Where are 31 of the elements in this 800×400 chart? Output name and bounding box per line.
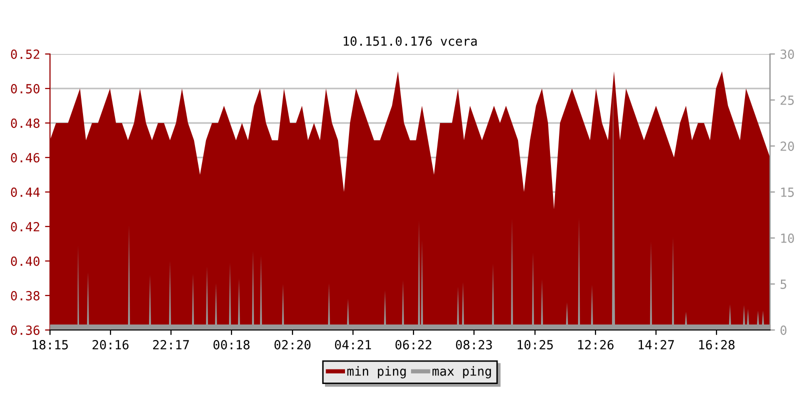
x-tick-label: 06:22 — [396, 340, 432, 350]
x-tick-label: 02:20 — [274, 340, 311, 350]
x-tick-label: 12:26 — [578, 340, 614, 350]
y-tick-label: 0.42 — [10, 222, 40, 232]
y2-tick-label: 5 — [780, 280, 786, 289]
y2-tick-label: 25 — [780, 96, 794, 105]
y2-tick-label: 20 — [780, 142, 794, 151]
x-tick-label: 10:25 — [518, 340, 553, 350]
x-tick-label: 00:18 — [214, 340, 250, 350]
x-tick-label: 22:17 — [153, 340, 189, 350]
legend-label: max ping — [432, 366, 491, 378]
y-tick-label: 0.48 — [10, 118, 40, 128]
y-tick-label: 0.36 — [10, 326, 40, 335]
y-tick-label: 0.46 — [10, 153, 40, 162]
y-tick-label: 0.40 — [10, 256, 40, 266]
chart-title: 10.151.0.176 vcera — [344, 36, 477, 46]
x-tick-label: 08:23 — [456, 340, 492, 350]
x-tick-label: 20:16 — [92, 340, 129, 350]
x-tick-label: 14:27 — [638, 340, 674, 350]
y2-tick-label: 15 — [781, 188, 794, 197]
y2-tick-label: 30 — [780, 50, 794, 59]
x-tick-label: 18:15 — [32, 340, 68, 350]
y-tick-label: 0.52 — [10, 50, 40, 59]
y-tick-label: 0.50 — [10, 84, 40, 94]
legend-label: min ping — [347, 366, 406, 378]
y-tick-label: 0.38 — [10, 291, 40, 300]
y-tick-label: 0.44 — [10, 188, 40, 197]
x-tick-label: 16:28 — [699, 340, 735, 350]
x-tick-label: 04:21 — [335, 340, 371, 350]
y2-tick-label: 10 — [781, 234, 794, 243]
y2-tick-label: 0 — [780, 326, 786, 335]
